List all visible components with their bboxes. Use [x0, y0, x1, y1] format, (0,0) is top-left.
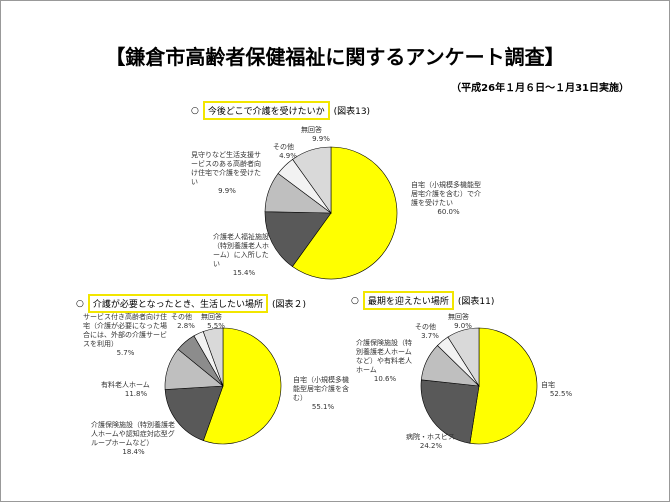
bullet: ○ [351, 295, 359, 306]
slice-value: 55.1% [311, 403, 335, 411]
slice-value: 60.0% [437, 208, 460, 216]
slice-value: 4.9% [279, 152, 297, 160]
slice-label: 自宅（小規模多機能型居宅介護を含む） 55.1% [293, 376, 353, 412]
chart-heading: ○ 今後どこで介護を受けたいか (図表13) [191, 101, 370, 120]
figure-label: (図表13) [333, 107, 371, 117]
slice-value: 10.6% [373, 375, 397, 383]
chart-title: 介護が必要となったとき、生活したい場所 [87, 294, 268, 313]
slice-label: 介護保険施設（特別養護老人ホームなど）や有料老人ホーム 10.6% [356, 339, 414, 384]
bullet: ○ [191, 105, 199, 116]
slice-name: 無回答 [301, 126, 322, 134]
pie-slice [202, 327, 224, 387]
slide-subtitle: （平成26年１月６日～１月31日実施） [451, 83, 629, 94]
slice-name: サービス付き高齢者向け住宅（介護が必要になった場合には、外部の介護サービスを利用… [83, 313, 167, 348]
slice-value: 24.2% [419, 442, 443, 450]
slice-name: 介護保険施設（特別養護老人ホームや認知症対応型グループホームなど） [91, 421, 175, 447]
pie-slice [447, 327, 480, 388]
slice-label: その他 2.8% [171, 313, 201, 331]
slice-label: 無回答 5.5% [201, 313, 231, 331]
slice-name: 介護保険施設（特別養護老人ホームなど）や有料老人ホーム [356, 339, 412, 374]
pie-slice [264, 211, 332, 267]
slice-label: その他 3.7% [415, 323, 445, 341]
pie-slice [291, 146, 398, 280]
bullet: ○ [76, 298, 84, 309]
pie-slice [469, 327, 538, 445]
figure-label: (図表２) [271, 300, 306, 310]
slice-name: その他 [171, 313, 192, 321]
slice-name: その他 [273, 143, 294, 151]
slice-label: 有料老人ホーム 11.8% [101, 381, 171, 399]
pie-slice [292, 146, 332, 214]
slice-value: 52.5% [549, 390, 573, 398]
slice-label: 自宅 52.5% [541, 381, 581, 399]
pie-slice [203, 327, 282, 445]
slice-name: 病院・ホスピス [406, 433, 455, 441]
slice-label: 介護老人福祉施設（特別養護老人ホーム）に入所したい 15.4% [213, 233, 275, 278]
slice-value: 18.4% [122, 448, 145, 456]
slice-name: 自宅（小規模多機能型居宅介護を含む） [293, 376, 349, 402]
slice-label: 病院・ホスピス 24.2% [406, 433, 456, 451]
slice-name: その他 [415, 323, 436, 331]
slice-value: 9.9% [218, 187, 236, 195]
slice-value: 9.0% [454, 322, 472, 330]
pie-slice [420, 379, 480, 444]
slice-value: 5.7% [116, 349, 135, 357]
slice-name: 見守りなど生活支援サービスのある高齢者向け住宅で介護を受けたい [191, 151, 261, 186]
slice-name: 自宅 [541, 381, 555, 389]
slice-label: 無回答 9.9% [301, 126, 341, 144]
slice-name: 有料老人ホーム [101, 381, 150, 389]
slice-label: 介護保険施設（特別養護老人ホームや認知症対応型グループホームなど） 18.4% [91, 421, 176, 457]
slide-title: 【鎌倉市高齢者保健福祉に関するアンケート調査】 [105, 45, 565, 69]
slice-label: 見守りなど生活支援サービスのある高齢者向け住宅で介護を受けたい 9.9% [191, 151, 263, 196]
chart-title: 今後どこで介護を受けたいか [202, 101, 330, 120]
slice-value: 5.5% [207, 322, 225, 330]
slice-name: 自宅（小規模多機能型居宅介護を含む）で介護を受けたい [411, 181, 481, 207]
slice-label: 無回答 9.0% [448, 313, 478, 331]
slice-value: 11.8% [124, 390, 148, 398]
slice-name: 介護老人福祉施設（特別養護老人ホーム）に入所したい [213, 233, 269, 268]
slice-value: 15.4% [232, 269, 256, 277]
pie-slice [164, 385, 224, 441]
figure-label: (図表11) [457, 297, 495, 307]
slice-label: 自宅（小規模多機能型居宅介護を含む）で介護を受けたい 60.0% [411, 181, 486, 217]
slice-label: サービス付き高齢者向け住宅（介護が必要になった場合には、外部の介護サービスを利用… [83, 313, 168, 358]
slice-value: 3.7% [421, 332, 439, 340]
slice-name: 無回答 [201, 313, 222, 321]
slice-name: 無回答 [448, 313, 469, 321]
slice-value: 2.8% [177, 322, 195, 330]
chart-title: 最期を迎えたい場所 [362, 291, 454, 310]
slice-value: 9.9% [312, 135, 330, 143]
slice-label: その他 4.9% [273, 143, 303, 161]
chart-heading: ○ 介護が必要となったとき、生活したい場所 (図表２) [76, 294, 306, 313]
chart-heading: ○ 最期を迎えたい場所 (図表11) [351, 291, 494, 310]
